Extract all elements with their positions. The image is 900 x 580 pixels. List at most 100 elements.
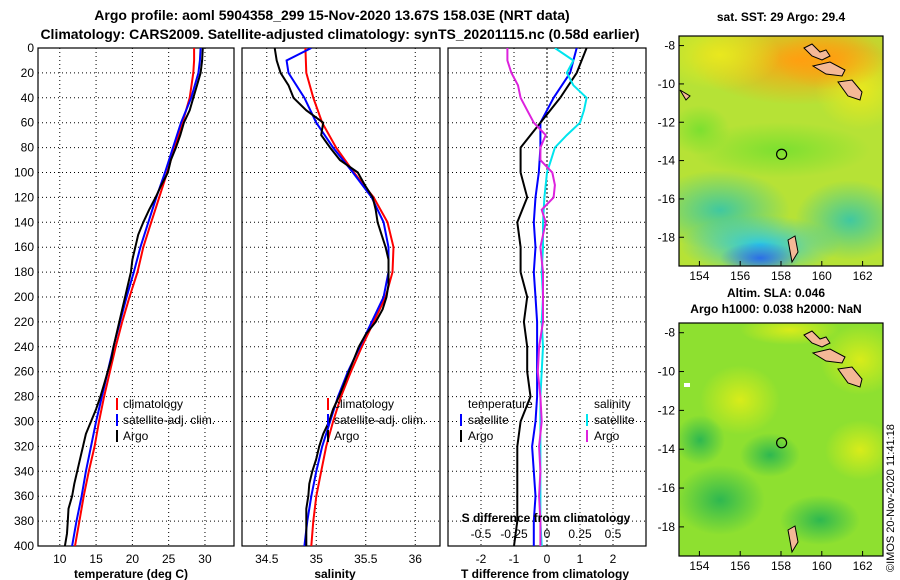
map-x-tick-label: 158: [771, 269, 791, 283]
sla-map-subtitle: Argo h1000: 0.038 h2000: NaN: [690, 302, 861, 316]
legend-swatch-satellite: [116, 414, 118, 426]
legend-swatch-climatology: [116, 398, 118, 410]
map-x-tick-label: 156: [730, 269, 750, 283]
x-tick-label: 1: [577, 552, 584, 566]
map-y-tick-label: -14: [658, 442, 676, 456]
map-y-tick-label: -8: [664, 326, 675, 340]
salinity-legend: climatology satellite-adj. clim. Argo: [327, 397, 426, 443]
y-tick-label: 40: [21, 91, 35, 105]
figure-title-line-1: Argo profile: aoml 5904358_299 15-Nov-20…: [94, 7, 569, 23]
map-y-tick-label: -8: [664, 39, 675, 53]
series-t-satellite: [531, 48, 578, 546]
y-tick-label: 180: [14, 265, 34, 279]
map-y-tick-label: -18: [658, 230, 676, 244]
x-tick-label: 10: [53, 552, 67, 566]
map-y-tick-label: -18: [658, 520, 676, 534]
map-x-tick-label: 162: [853, 269, 873, 283]
y-tick-label: 300: [14, 415, 34, 429]
difference-legend-temperature: temperature satellite Argo: [460, 397, 533, 443]
y-tick-label: 360: [14, 489, 34, 503]
figure-title-line-2: Climatology: CARS2009. Satellite-adjuste…: [40, 26, 639, 42]
map-x-tick-label: 160: [812, 559, 832, 573]
y-tick-label: 20: [21, 66, 35, 80]
map-x-tick-label: 156: [730, 559, 750, 573]
legend-swatch-s-argo: [586, 430, 588, 442]
map-x-tick-label: 154: [689, 269, 709, 283]
x-tick-label: 36: [409, 552, 423, 566]
y-tick-label: 0: [27, 41, 34, 55]
y-tick-label: 320: [14, 439, 34, 453]
x-tick-label: -1: [509, 552, 520, 566]
x-tick-label: 25: [162, 552, 176, 566]
map-y-tick-label: -12: [658, 115, 676, 129]
legend-swatch-satellite: [327, 414, 329, 426]
y-tick-label: 120: [14, 190, 34, 204]
legend-title-salinity: salinity: [594, 397, 631, 411]
difference-x2label: S difference from climatology: [462, 511, 631, 525]
map-x-tick-label: 160: [812, 269, 832, 283]
legend-label-s-argo: Argo: [594, 429, 620, 443]
map-x-tick-label: 154: [689, 559, 709, 573]
series-satellite-adj-clim-: [285, 48, 390, 546]
x-tick-label: 0: [544, 552, 551, 566]
legend-label-climatology: climatology: [334, 397, 394, 411]
y-tick-label: 260: [14, 365, 34, 379]
map-x-tick-label: 158: [771, 559, 791, 573]
legend-label-argo: Argo: [334, 429, 360, 443]
x-tick-label: 2: [610, 552, 617, 566]
difference-legend-salinity: salinity satellite Argo: [586, 397, 635, 443]
map-y-tick-label: -10: [658, 77, 676, 91]
y-tick-label: 340: [14, 464, 34, 478]
y-tick-label: 200: [14, 290, 34, 304]
legend-swatch-argo: [116, 430, 118, 442]
legend-swatch-climatology: [327, 398, 329, 410]
temperature-xlabel: temperature (deg C): [74, 567, 188, 580]
legend-swatch-argo: [327, 430, 329, 442]
map-y-tick-label: -10: [658, 365, 676, 379]
x2-tick-label: 0.5: [605, 527, 622, 541]
legend-swatch-t-satellite: [460, 414, 462, 426]
x2-tick-label: 0.25: [568, 527, 592, 541]
difference-xlabel: T difference from climatology: [461, 567, 629, 580]
y-tick-label: 160: [14, 240, 34, 254]
y-tick-label: 240: [14, 340, 34, 354]
map-y-tick-label: -16: [658, 192, 676, 206]
salinity-xlabel: salinity: [314, 567, 356, 580]
sst-map-title: sat. SST: 29 Argo: 29.4: [717, 10, 846, 24]
legend-label-satellite: satellite-adj. clim.: [123, 413, 215, 427]
series-satellite-adj-clim-: [71, 48, 202, 546]
x-tick-label: 35: [310, 552, 324, 566]
argo-float-marker: [776, 148, 788, 160]
temperature-legend: climatology satellite-adj. clim. Argo: [116, 397, 215, 443]
y-tick-label: 100: [14, 166, 34, 180]
legend-label-climatology: climatology: [123, 397, 183, 411]
x-tick-label: 20: [126, 552, 140, 566]
map-x-tick-label: 162: [853, 559, 873, 573]
imos-timestamp: ©IMOS 20-Nov-2020 11:41:18: [885, 424, 897, 572]
series-argo: [63, 48, 204, 546]
legend-swatch-s-satellite: [586, 414, 588, 426]
map-y-tick-label: -14: [658, 154, 676, 168]
sst-map-field: [679, 36, 883, 266]
map-y-tick-label: -16: [658, 481, 676, 495]
y-tick-label: 280: [14, 390, 34, 404]
legend-label-s-satellite: satellite: [594, 413, 635, 427]
legend-label-argo: Argo: [123, 429, 149, 443]
y-tick-label: 380: [14, 514, 34, 528]
y-tick-label: 80: [21, 141, 35, 155]
series-s-argo: [506, 48, 556, 546]
x-tick-label: 15: [89, 552, 103, 566]
legend-label-t-satellite: satellite: [468, 413, 509, 427]
legend-swatch-t-argo: [460, 430, 462, 442]
y-tick-label: 400: [14, 539, 34, 553]
x-tick-label: -2: [476, 552, 487, 566]
legend-title-temperature: temperature: [468, 397, 533, 411]
x-tick-label: 35.5: [354, 552, 378, 566]
y-tick-label: 140: [14, 215, 34, 229]
y-tick-label: 60: [21, 116, 35, 130]
series-t-argo: [513, 48, 588, 546]
x2-tick-label: -0.5: [471, 527, 492, 541]
legend-label-satellite: satellite-adj. clim.: [334, 413, 426, 427]
x2-tick-label: -0.25: [500, 527, 528, 541]
